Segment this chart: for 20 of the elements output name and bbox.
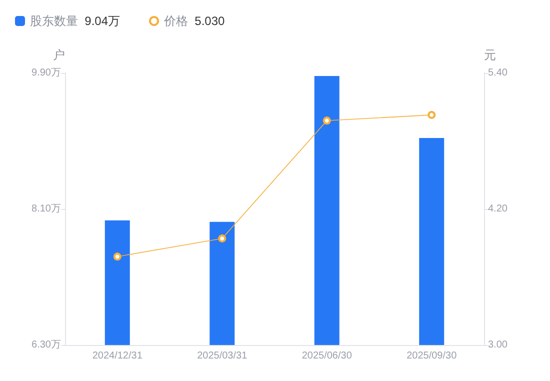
x-tick-label: 2025/09/30 [406,350,458,362]
x-tick-label: 2025/03/31 [197,350,248,362]
point [322,116,331,125]
x-tick-label: 2024/12/31 [92,350,143,362]
x-tick-label: 2025/06/30 [302,350,352,362]
y2-tick-label: 4.20 [488,204,508,214]
legend-label: 价格 [163,14,188,28]
y2-axis-title: 元 [484,48,496,62]
y-axis-title: 户 [53,48,65,62]
text: 5.030 [194,14,226,28]
y-tick-label: 8.10万 [32,204,61,214]
y-tick-label: 9.90万 [32,68,61,78]
point [218,234,226,242]
text: 9.04万 [84,14,120,28]
legend-label: 股东数量 [30,14,78,28]
y2-tick-label: 3.00 [488,340,508,350]
point [113,252,122,261]
y-tick-label: 6.30万 [32,340,61,350]
y2-tick-label: 5.40 [488,68,508,78]
point [428,110,436,119]
